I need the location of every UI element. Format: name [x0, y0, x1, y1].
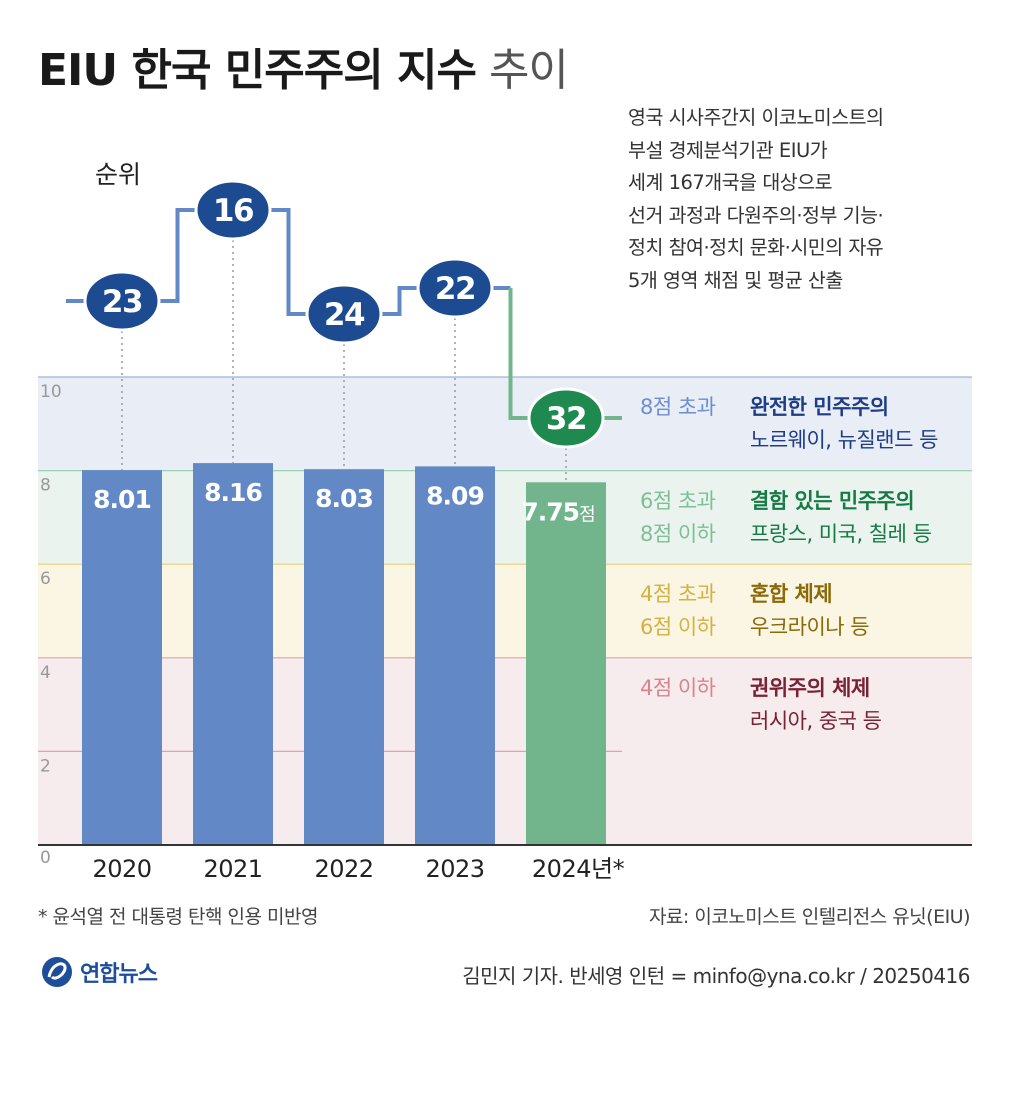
x-category-label: 2022 [314, 855, 373, 883]
band-example: 우크라이나 등 [750, 615, 870, 640]
description-line: 선거 과정과 다원주의·정부 기능· [628, 203, 884, 227]
band-condition-line: 4점 초과 [640, 582, 716, 607]
band-category: 혼합 체제 [750, 582, 833, 607]
rank-badge-value: 32 [546, 401, 586, 437]
x-category-label: 2023 [425, 855, 484, 883]
bar [193, 463, 273, 845]
bar-value-label: 8.16 [204, 478, 262, 507]
title-light: 추이 [488, 45, 569, 96]
description-line: 부설 경제분석기관 EIU가 [628, 138, 828, 162]
bar [526, 482, 606, 845]
y-tick-label: 2 [40, 756, 51, 776]
rank-badge [194, 179, 272, 241]
rank-badge-value: 24 [324, 297, 365, 333]
bar-value-label: 8.01 [93, 485, 151, 514]
bar-value-label: 8.09 [426, 481, 484, 510]
rank-badge [416, 257, 494, 319]
band-condition: 4점 이하 [640, 672, 740, 705]
description: 영국 시사주간지 이코노미스트의 부설 경제분석기관 EIU가 세계 167개국… [628, 102, 884, 297]
logo: 연합뉴스 [40, 955, 158, 989]
band-category: 권위주의 체제 [750, 675, 870, 700]
rank-badge [527, 387, 605, 449]
band-example: 프랑스, 미국, 칠레 등 [750, 521, 932, 546]
x-category-label: 2021 [203, 855, 262, 883]
rank-badge [83, 270, 161, 332]
band-example: 러시아, 중국 등 [750, 708, 882, 733]
y-tick-label: 0 [40, 848, 51, 868]
y-tick-label: 4 [40, 663, 51, 683]
band-category: 결함 있는 민주주의 [750, 488, 915, 513]
bar-value-unit: 점 [579, 504, 595, 525]
band-condition-line: 8점 이하 [640, 521, 716, 546]
x-category-label: 2020 [92, 855, 151, 883]
rank-badge [305, 283, 383, 345]
credit: 김민지 기자. 반세영 인턴 = minfo@yna.co.kr / 20250… [462, 964, 970, 988]
band-condition-line: 8점 초과 [640, 395, 716, 419]
x-category-label: 2024년* [532, 855, 625, 883]
band-category: 완전한 민주주의 [750, 395, 889, 419]
rank-line [66, 208, 511, 316]
description-line: 세계 167개국을 대상으로 [628, 171, 833, 194]
rank-badge-value: 16 [213, 193, 253, 229]
bar-value-label: 8.03 [315, 484, 373, 513]
bar-value-label: 7.75점 [521, 497, 594, 526]
logo-text: 연합뉴스 [80, 962, 158, 987]
source: 자료: 이코노미스트 인텔리전스 유닛(EIU) [648, 906, 971, 928]
y-tick-label: 10 [40, 382, 62, 402]
band-condition: 6점 초과 8점 이하 [640, 485, 740, 551]
rank-label: 순위 [95, 160, 142, 189]
band-condition: 8점 초과 [640, 391, 740, 424]
logo-icon [42, 957, 72, 987]
bar [304, 469, 384, 845]
title-bold: EIU 한국 민주주의 지수 [38, 45, 477, 96]
description-line: 정치 참여·정치 문화·시민의 자유 [628, 236, 884, 259]
bar [82, 470, 162, 845]
description-line: 영국 시사주간지 이코노미스트의 [628, 106, 884, 129]
bar [415, 466, 495, 845]
description-line: 5개 영역 채점 및 평균 산출 [628, 268, 843, 292]
band-condition-line: 6점 초과 [640, 488, 716, 513]
rank-badge-value: 22 [435, 271, 475, 307]
band-background [38, 377, 972, 471]
y-tick-label: 6 [40, 569, 51, 589]
y-tick-label: 8 [40, 476, 51, 496]
band-condition: 4점 초과 6점 이하 [640, 578, 740, 644]
rank-badge-value: 23 [102, 284, 142, 320]
band-condition-line: 4점 이하 [640, 675, 716, 700]
band-condition-line: 6점 이하 [640, 615, 716, 640]
page-title: EIU 한국 민주주의 지수 추이 [38, 34, 569, 98]
footnote: * 윤석열 전 대통령 탄핵 인용 미반영 [38, 906, 318, 928]
band-example: 노르웨이, 뉴질랜드 등 [750, 428, 938, 452]
